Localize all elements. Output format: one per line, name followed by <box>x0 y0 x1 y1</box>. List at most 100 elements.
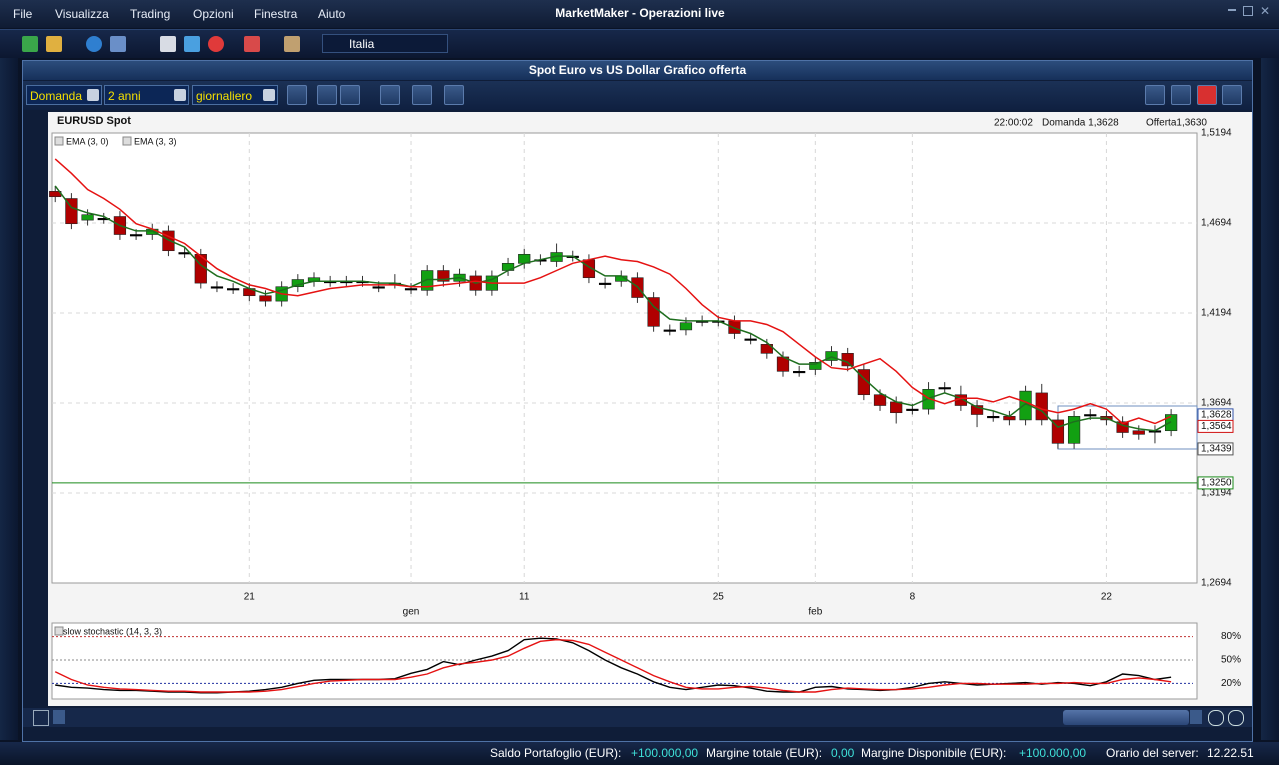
toolbar-icon[interactable] <box>110 36 126 52</box>
tool-button[interactable] <box>444 85 464 105</box>
ema-line <box>54 185 1172 432</box>
tool-button[interactable] <box>1171 85 1191 105</box>
tool-button[interactable] <box>287 85 307 105</box>
candle-body <box>938 387 951 390</box>
server-clock: 22:00:02 <box>994 118 1033 129</box>
candle-body <box>162 230 175 252</box>
level-label: 1,3439 <box>1201 444 1232 455</box>
toolbar-icon[interactable] <box>184 36 200 52</box>
close-button[interactable]: ✕ <box>1260 4 1271 18</box>
menu-item[interactable]: Aiuto <box>318 7 346 21</box>
y-tick-label: 1,2694 <box>1201 578 1232 589</box>
tool-button[interactable] <box>1197 85 1217 105</box>
x-tick-label: 22 <box>1101 592 1113 603</box>
maximize-button[interactable] <box>1243 6 1253 16</box>
y-tick-label: 80% <box>1221 631 1241 642</box>
toolbar-icon[interactable] <box>284 36 300 52</box>
ask-quote: Offerta1,3630 <box>1146 118 1207 129</box>
status-value: +100.000,00 <box>631 746 699 760</box>
candle-body <box>987 416 1000 419</box>
side-strip <box>0 58 18 740</box>
candle-body <box>421 270 434 291</box>
level-label: 1,3628 <box>1201 410 1232 421</box>
legend-close-box[interactable] <box>54 626 64 636</box>
expand-arrow[interactable] <box>463 747 475 757</box>
tool-button[interactable] <box>412 85 432 105</box>
x-tick-label: 8 <box>910 592 916 603</box>
dropdown-arrow <box>174 89 186 101</box>
menu-item[interactable]: Visualizza <box>55 7 109 21</box>
status-label: Margine totale (EUR): <box>706 746 823 760</box>
select-label: giornaliero <box>196 89 253 103</box>
toolbar-icon[interactable] <box>46 36 62 52</box>
toolbar-icon[interactable] <box>22 36 38 52</box>
fit-button[interactable] <box>33 710 49 726</box>
period-select[interactable]: 2 anni <box>104 85 189 105</box>
zoom-in[interactable] <box>1228 710 1244 726</box>
y-tick-label: 1,5194 <box>1201 128 1232 139</box>
level-box <box>1197 476 1234 490</box>
level-label: 1,3564 <box>1201 421 1232 432</box>
candle-body <box>906 408 919 411</box>
toolbar-icon[interactable] <box>244 36 260 52</box>
tool-button[interactable] <box>340 85 360 105</box>
zoom-out[interactable] <box>1208 710 1224 726</box>
tool-button[interactable] <box>1145 85 1165 105</box>
menu-item[interactable]: File <box>13 7 33 21</box>
window-title: Spot Euro vs US Dollar Grafico offerta <box>23 61 1252 80</box>
candle-body <box>598 282 612 285</box>
dropdown-arrow <box>87 89 99 101</box>
candle-body <box>372 286 385 289</box>
y-tick-label: 20% <box>1221 678 1241 689</box>
status-label: Orario del server: <box>1106 746 1199 760</box>
tool-button[interactable] <box>1222 85 1242 105</box>
x-tick-label: 25 <box>713 592 725 603</box>
level-label: 1,3250 <box>1201 478 1232 489</box>
menu-item[interactable]: Opzioni <box>193 7 234 21</box>
candle-body <box>227 288 240 291</box>
candle-body <box>1067 416 1081 444</box>
x-month-label: gen <box>403 607 420 618</box>
candle-body <box>65 198 78 225</box>
status-value: 0,00 <box>831 746 855 760</box>
candle-body <box>210 286 224 289</box>
menu-item[interactable]: Trading <box>130 7 171 21</box>
legend-close-box[interactable] <box>122 136 132 146</box>
scroll-thumb[interactable] <box>1063 710 1189 725</box>
candle-body <box>970 405 984 415</box>
level-box <box>1197 442 1234 456</box>
x-tick-label: 11 <box>519 592 530 603</box>
interval-select[interactable]: giornaliero <box>192 85 278 105</box>
toolbar-icon[interactable] <box>86 36 102 52</box>
x-month-label: feb <box>808 607 822 618</box>
menu-item[interactable]: Finestra <box>254 7 298 21</box>
app-title: MarketMaker - Operazioni live <box>555 6 725 20</box>
status-label: Saldo Portafoglio (EUR): <box>490 746 622 760</box>
region-select[interactable]: Italia <box>322 34 448 53</box>
candle-body <box>1084 414 1097 417</box>
candle-body <box>1132 430 1145 435</box>
ema-line <box>54 158 1172 425</box>
candle-body <box>728 320 741 334</box>
status-value: +100.000,00 <box>1019 746 1087 760</box>
candle-body <box>437 270 450 282</box>
symbol-title: EURUSD Spot <box>57 115 131 127</box>
candle-body <box>841 353 854 367</box>
price-side-select[interactable]: Domanda <box>26 85 102 105</box>
y-tick-label: 1,4694 <box>1201 218 1232 229</box>
x-tick-label: 21 <box>244 592 256 603</box>
scroll-left[interactable] <box>53 710 65 724</box>
toolbar-icon[interactable] <box>160 36 176 52</box>
toolbar-icon[interactable] <box>208 36 224 52</box>
title-bar: File Visualizza Trading Opzioni Finestra… <box>0 0 1279 28</box>
minimize-button[interactable] <box>1228 9 1236 11</box>
price-plot <box>51 132 1198 584</box>
status-value: 12.22.51 <box>1207 746 1254 760</box>
status-bar: Saldo Portafoglio (EUR): +100.000,00 Mar… <box>0 742 1279 765</box>
tool-button[interactable] <box>317 85 337 105</box>
legend-close-box[interactable] <box>54 136 64 146</box>
candle-body <box>404 288 418 291</box>
scroll-right[interactable] <box>1190 710 1202 724</box>
tool-button[interactable] <box>380 85 400 105</box>
region-label: Italia <box>349 37 375 51</box>
